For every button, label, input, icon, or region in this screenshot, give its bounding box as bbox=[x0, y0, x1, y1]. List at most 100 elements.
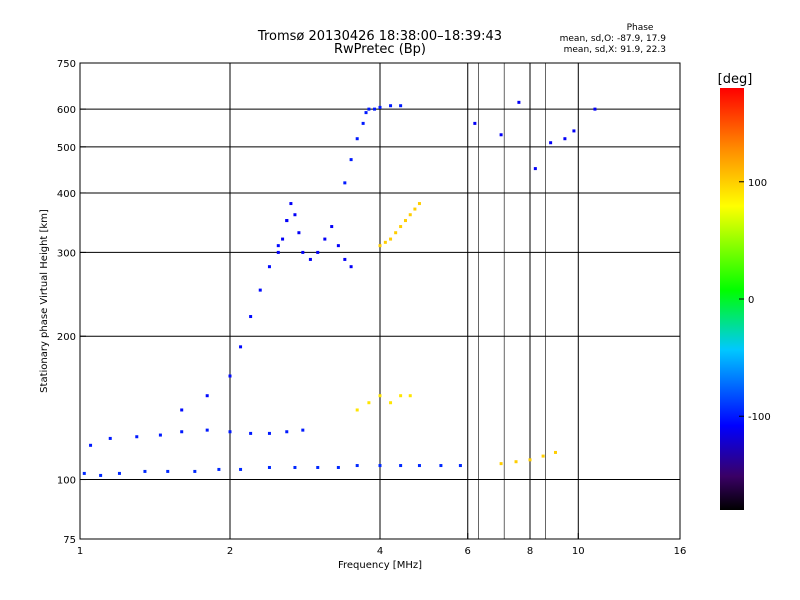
data-point bbox=[499, 133, 503, 137]
data-point bbox=[458, 464, 462, 468]
ticks-layer: 1 2 4 6 8 10 16 75 100 200 300 400 500 600 750 bbox=[57, 59, 686, 557]
colorbar-tick-label: 100 bbox=[748, 178, 767, 189]
data-point bbox=[293, 465, 297, 469]
data-point bbox=[394, 231, 398, 235]
data-point bbox=[383, 240, 387, 244]
data-point bbox=[378, 244, 382, 248]
data-point bbox=[399, 464, 403, 468]
data-point bbox=[308, 257, 312, 261]
data-point bbox=[593, 107, 597, 111]
data-point bbox=[205, 428, 209, 432]
data-point bbox=[378, 394, 382, 398]
data-point bbox=[285, 430, 289, 434]
colorbar-ticks: -100 0 100 bbox=[739, 178, 771, 423]
y-axis-label: Stationary phase Virtual Height [km] bbox=[39, 209, 50, 393]
stats-heading: Phase bbox=[627, 23, 654, 33]
data-point bbox=[399, 394, 403, 398]
data-point bbox=[528, 458, 532, 462]
y-tick-label: 75 bbox=[63, 535, 76, 546]
data-point bbox=[135, 435, 139, 439]
points-layer bbox=[82, 100, 597, 477]
stats-line-o: mean, sd,O: -87.9, 17.9 bbox=[560, 34, 667, 44]
y-tick-label: 300 bbox=[57, 248, 76, 259]
x-tick-label: 16 bbox=[674, 546, 687, 557]
data-point bbox=[553, 450, 557, 454]
grid-layer bbox=[80, 63, 680, 539]
data-point bbox=[355, 137, 359, 141]
data-point bbox=[517, 100, 521, 104]
data-point bbox=[572, 129, 576, 133]
data-point bbox=[323, 237, 327, 241]
colorbar-label: [deg] bbox=[718, 72, 753, 87]
data-point bbox=[143, 469, 147, 473]
x-tick-label: 2 bbox=[227, 546, 233, 557]
data-point bbox=[549, 141, 553, 145]
data-point bbox=[408, 213, 412, 217]
chart-subtitle: RwPretec (Bp) bbox=[334, 42, 426, 57]
x-tick-label: 8 bbox=[527, 546, 533, 557]
chart-title: Tromsø 20130426 18:38:00–18:39:43 bbox=[257, 29, 502, 44]
data-point bbox=[355, 464, 359, 468]
data-point bbox=[158, 433, 162, 437]
data-point bbox=[228, 430, 232, 434]
y-tick-label: 400 bbox=[57, 189, 76, 200]
data-point bbox=[417, 202, 421, 206]
data-point bbox=[267, 465, 271, 469]
data-point bbox=[289, 202, 293, 206]
data-point bbox=[228, 374, 232, 378]
data-point bbox=[180, 430, 184, 434]
x-tick-label: 6 bbox=[465, 546, 471, 557]
data-point bbox=[361, 121, 365, 125]
data-point bbox=[258, 288, 262, 292]
data-point bbox=[193, 469, 197, 473]
data-point bbox=[367, 401, 371, 405]
data-point bbox=[373, 107, 377, 111]
data-point bbox=[276, 244, 280, 248]
data-point bbox=[499, 462, 503, 466]
data-point bbox=[367, 107, 371, 111]
data-point bbox=[316, 465, 320, 469]
data-point bbox=[239, 467, 243, 471]
data-point bbox=[336, 465, 340, 469]
data-point bbox=[180, 408, 184, 412]
data-point bbox=[541, 454, 545, 458]
data-point bbox=[82, 471, 86, 475]
data-point bbox=[249, 431, 253, 435]
data-point bbox=[89, 443, 93, 447]
data-point bbox=[330, 225, 334, 229]
data-point bbox=[336, 244, 340, 248]
data-point bbox=[99, 473, 103, 477]
data-point bbox=[389, 401, 393, 405]
x-tick-label: 10 bbox=[572, 546, 585, 557]
y-tick-label: 750 bbox=[57, 59, 76, 70]
y-tick-label: 200 bbox=[57, 332, 76, 343]
data-point bbox=[117, 471, 121, 475]
data-point bbox=[285, 219, 289, 223]
data-point bbox=[297, 231, 301, 235]
x-tick-label: 4 bbox=[377, 546, 383, 557]
data-point bbox=[378, 105, 382, 109]
data-point bbox=[343, 257, 347, 261]
colorbar-tick-label: -100 bbox=[748, 412, 771, 423]
data-point bbox=[389, 104, 393, 108]
data-point bbox=[439, 464, 443, 468]
data-point bbox=[563, 137, 567, 141]
data-point bbox=[166, 469, 170, 473]
data-point bbox=[473, 121, 477, 125]
data-point bbox=[389, 237, 393, 241]
data-point bbox=[399, 225, 403, 229]
data-point bbox=[267, 431, 271, 435]
data-point bbox=[408, 394, 412, 398]
data-point bbox=[399, 104, 403, 108]
data-point bbox=[355, 408, 359, 412]
data-point bbox=[301, 428, 305, 432]
data-point bbox=[364, 111, 368, 115]
data-point bbox=[349, 265, 353, 269]
x-tick-label: 1 bbox=[77, 546, 83, 557]
y-tick-label: 500 bbox=[57, 143, 76, 154]
data-point bbox=[413, 207, 417, 211]
data-point bbox=[417, 464, 421, 468]
data-point bbox=[276, 250, 280, 254]
data-point bbox=[281, 237, 285, 241]
